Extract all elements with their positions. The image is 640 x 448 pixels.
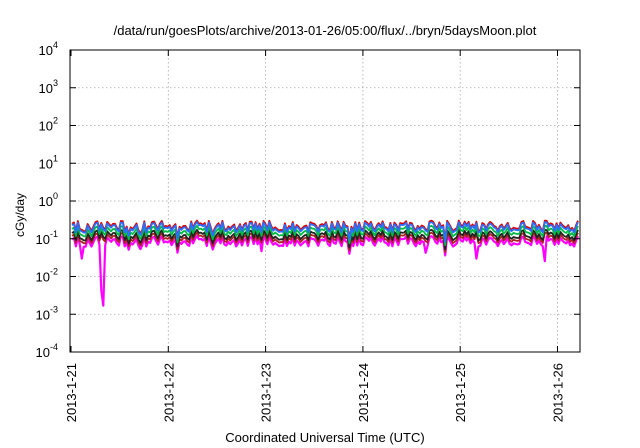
y-tick-label: 104: [39, 40, 58, 58]
x-tick-label: 2013-1-24: [356, 363, 371, 422]
y-tick: 10-2: [36, 267, 580, 285]
y-axis-label: cGy/day: [13, 193, 27, 237]
y-tick: 10-4: [36, 342, 580, 360]
chart-title: /data/run/goesPlots/archive/2013-01-26/0…: [114, 23, 537, 38]
y-tick-label: 101: [39, 153, 58, 171]
x-tick-label: 2013-1-26: [551, 363, 566, 422]
x-tick: 2013-1-22: [161, 50, 176, 422]
y-tick-label: 10-1: [36, 229, 58, 247]
y-tick: 102: [39, 116, 580, 134]
x-tick: 2013-1-21: [64, 50, 79, 422]
y-tick: 104: [39, 40, 580, 58]
y-tick-label: 100: [39, 191, 58, 209]
y-tick-label: 10-2: [36, 267, 58, 285]
x-tick: 2013-1-23: [259, 50, 274, 422]
y-tick-label: 102: [39, 116, 58, 134]
grid-lines: [70, 50, 580, 352]
x-axis-ticks: 2013-1-21 2013-1-22 2013-1-23 2013-1-24 2013…: [64, 50, 566, 422]
y-tick: 100: [39, 191, 580, 209]
series-group: [71, 219, 580, 307]
y-tick: 10-3: [36, 304, 580, 322]
y-tick-label: 10-4: [36, 342, 58, 360]
x-tick: 2013-1-25: [453, 50, 468, 422]
series-line: [71, 231, 579, 253]
y-tick: 101: [39, 153, 580, 171]
x-tick-label: 2013-1-25: [453, 363, 468, 422]
y-tick: 10-1: [36, 229, 580, 247]
x-tick: 2013-1-24: [356, 50, 371, 422]
series-line: [71, 221, 579, 243]
x-tick-label: 2013-1-23: [259, 363, 274, 422]
series-line: [71, 224, 579, 247]
x-axis-label: Coordinated Universal Time (UTC): [225, 430, 424, 445]
y-tick: 103: [39, 78, 580, 96]
y-axis-ticks: 10-4 10-3 10-2 10-1 100 101 102 103 104: [36, 40, 580, 360]
series-line: [71, 228, 579, 251]
x-tick-label: 2013-1-22: [161, 363, 176, 422]
x-tick: 2013-1-26: [551, 50, 566, 422]
series-line: [71, 235, 580, 307]
y-tick-label: 103: [39, 78, 58, 96]
x-tick-label: 2013-1-21: [64, 363, 79, 422]
y-tick-label: 10-3: [36, 304, 58, 322]
